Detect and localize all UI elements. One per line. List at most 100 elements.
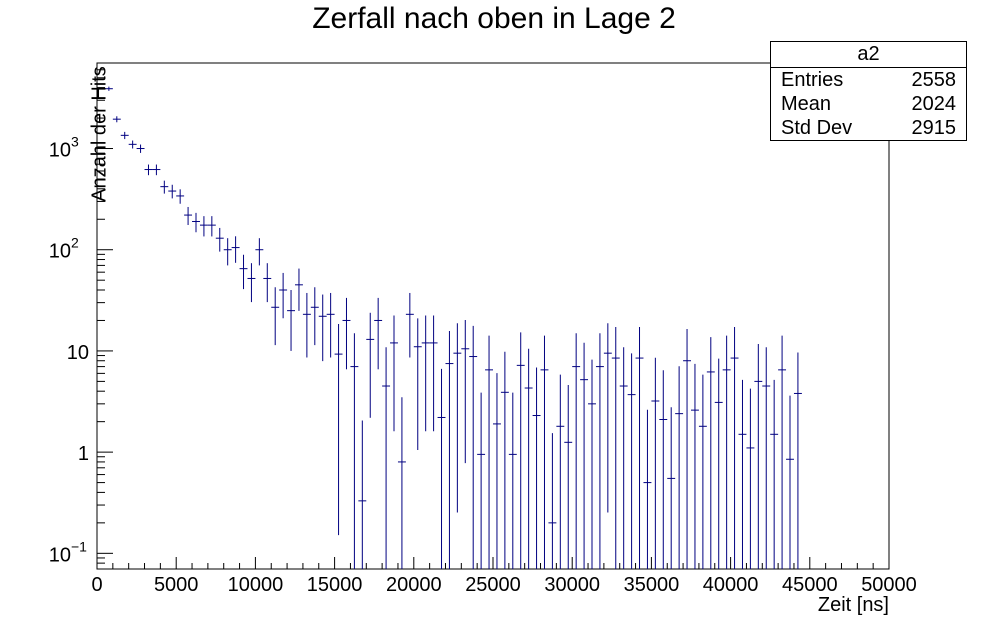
stats-value: 2915 <box>911 117 957 139</box>
data-point <box>429 315 438 432</box>
data-point <box>184 206 193 226</box>
data-point <box>730 326 739 569</box>
data-point <box>279 272 288 319</box>
data-point <box>453 323 462 513</box>
data-point <box>271 287 280 346</box>
data-point <box>485 335 493 569</box>
data-point <box>263 263 272 303</box>
stats-label: Entries <box>781 69 844 91</box>
y-tick-label: 10 <box>67 342 89 364</box>
data-point <box>302 292 311 358</box>
data-point <box>168 184 177 199</box>
data-point <box>128 140 137 149</box>
data-point <box>247 263 256 303</box>
data-point <box>469 325 478 569</box>
data-point <box>595 333 604 569</box>
data-point <box>635 326 644 569</box>
data-point <box>516 332 525 569</box>
data-point <box>421 315 430 432</box>
data-point <box>413 318 422 450</box>
data-point <box>508 392 517 569</box>
x-tick-label: 35000 <box>624 574 680 596</box>
data-point <box>746 388 755 569</box>
data-point <box>532 367 541 569</box>
stats-row-std-dev: Std Dev 2915 <box>771 116 966 140</box>
data-point <box>500 351 509 569</box>
x-tick-label: 30000 <box>544 574 600 596</box>
data-point <box>675 366 684 569</box>
x-tick-label: 10000 <box>228 574 284 596</box>
data-point <box>199 216 208 237</box>
data-point <box>342 297 351 370</box>
chart-title: Zerfall nach oben in Lage 2 <box>312 2 676 35</box>
data-point <box>136 144 145 153</box>
data-point <box>564 385 573 569</box>
data-point <box>659 370 668 569</box>
data-point <box>643 409 652 569</box>
data-point <box>231 236 240 263</box>
data-point <box>722 335 731 569</box>
stats-box: a2 Entries 2558 Mean 2024 Std Dev 2915 <box>770 41 967 141</box>
data-point <box>358 420 367 569</box>
data-point <box>152 164 161 176</box>
data-point <box>223 238 232 266</box>
data-point <box>120 131 129 140</box>
data-point <box>651 357 660 569</box>
stats-row-mean: Mean 2024 <box>771 92 966 116</box>
y-tick-exponent: −1 <box>71 538 87 554</box>
data-point <box>667 407 676 569</box>
data-point <box>770 379 779 569</box>
stats-row-entries: Entries 2558 <box>771 68 966 92</box>
data-point <box>382 347 391 569</box>
data-point <box>786 395 794 569</box>
data-point <box>683 328 691 569</box>
data-point <box>397 397 406 569</box>
data-point <box>619 347 628 569</box>
x-tick-label: 15000 <box>307 574 363 596</box>
data-point <box>215 227 224 252</box>
data-points <box>104 86 802 569</box>
y-tick-label: 10 <box>49 241 71 263</box>
y-tick-label: 1 <box>78 443 89 465</box>
x-tick-label: 20000 <box>386 574 442 596</box>
y-tick-exponent: 2 <box>71 235 79 251</box>
data-point <box>611 326 620 569</box>
data-point <box>698 374 707 569</box>
data-point <box>524 348 533 569</box>
data-point <box>588 359 596 569</box>
data-point <box>207 216 216 237</box>
data-point <box>540 335 549 569</box>
data-point <box>239 254 248 290</box>
data-point <box>603 323 612 513</box>
data-point <box>144 164 153 176</box>
data-point <box>310 287 319 346</box>
stats-label: Std Dev <box>781 117 853 139</box>
x-tick-label: 5000 <box>154 574 199 596</box>
data-point <box>350 333 359 569</box>
x-tick-label: 25000 <box>465 574 521 596</box>
stats-name: a2 <box>771 42 966 68</box>
data-point <box>778 335 787 569</box>
stats-value: 2024 <box>911 93 957 115</box>
data-point <box>714 358 723 569</box>
data-point <box>548 433 557 569</box>
data-point <box>556 374 565 569</box>
data-point <box>318 294 327 362</box>
y-tick-label: 10 <box>49 140 71 162</box>
data-point <box>192 212 200 233</box>
x-tick-label: 0 <box>91 574 102 596</box>
data-point <box>287 289 295 351</box>
stats-label: Mean <box>781 93 832 115</box>
x-axis-label: Zeit [ns] <box>817 594 889 616</box>
data-point <box>437 368 446 569</box>
data-point <box>366 312 375 418</box>
data-point <box>326 292 335 358</box>
data-point <box>493 373 501 569</box>
x-tick-label: 45000 <box>782 574 838 596</box>
y-tick-label: 10 <box>49 544 71 566</box>
data-point <box>374 297 383 370</box>
x-tick-label: 50000 <box>861 574 917 596</box>
data-point <box>691 363 699 569</box>
data-point <box>754 343 763 569</box>
